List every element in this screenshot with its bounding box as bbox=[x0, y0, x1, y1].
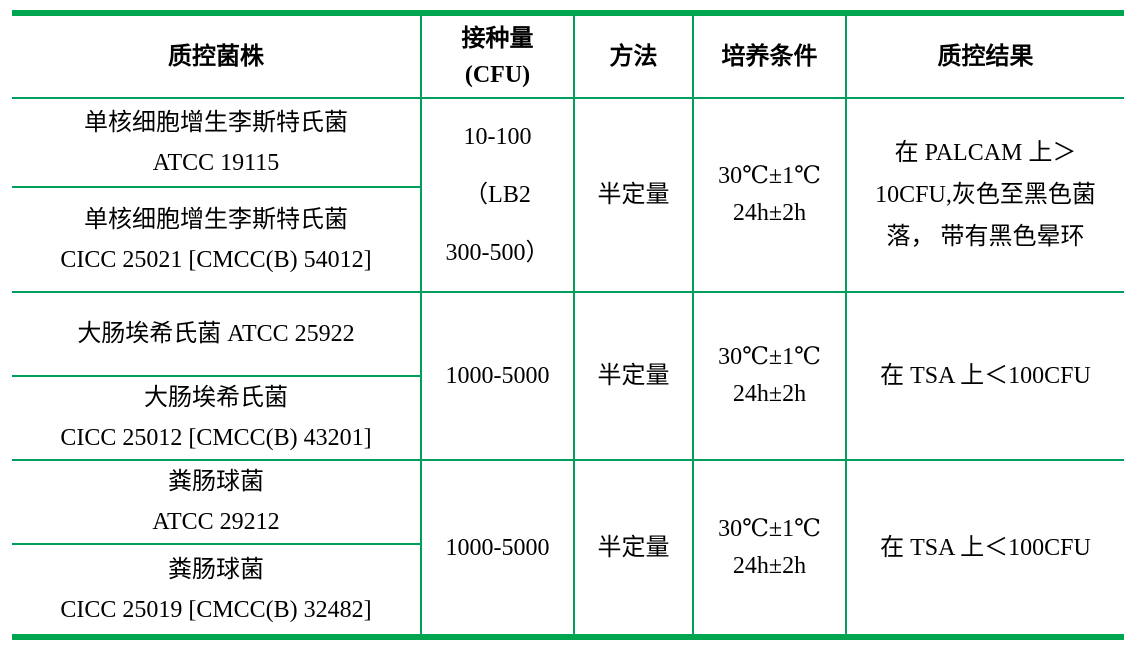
inoculum-line: 1000-5000 bbox=[445, 534, 550, 561]
result-line: 在 TSA 上＜100CFU bbox=[880, 534, 1091, 561]
condition-cell: 30℃±1℃ 24h±2h bbox=[692, 291, 846, 460]
header-inoculum-line2: (CFU) bbox=[464, 61, 531, 88]
strain-name: 大肠埃希氏菌 ATCC 25922 bbox=[77, 321, 355, 347]
inoculum-cell: 10-100 （LB2 300-500） bbox=[420, 97, 574, 292]
inoculum-line: 10-100 bbox=[463, 124, 532, 150]
strain-cell: 粪肠球菌 CICC 25019 [CMCC(B) 32482] bbox=[12, 544, 421, 637]
result-line: 在 PALCAM 上＞ bbox=[894, 140, 1077, 166]
strain-code: CICC 25019 [CMCC(B) 32482] bbox=[60, 596, 372, 623]
strain-name: 单核细胞增生李斯特氏菌 bbox=[84, 109, 348, 136]
strain-code: ATCC 19115 bbox=[152, 149, 280, 176]
condition-cell: 30℃±1℃ 24h±2h bbox=[692, 97, 846, 292]
group2-row-a: 大肠埃希氏菌 ATCC 25922 1000-5000 半定量 30℃±1℃ 2… bbox=[12, 291, 1124, 460]
method-cell: 半定量 bbox=[573, 291, 693, 460]
group3-row-b: 粪肠球菌 CICC 25019 [CMCC(B) 32482] bbox=[12, 544, 1124, 637]
strain-cell: 单核细胞增生李斯特氏菌 CICC 25021 [CMCC(B) 54012] bbox=[12, 187, 421, 292]
strain-cell: 大肠埃希氏菌 ATCC 25922 bbox=[12, 291, 421, 377]
group2-row-b: 大肠埃希氏菌 CICC 25012 [CMCC(B) 43201] bbox=[12, 376, 1124, 460]
strain-name: 粪肠球菌 bbox=[168, 556, 264, 583]
header-result-label: 质控结果 bbox=[937, 43, 1034, 70]
header-row: 质控菌株 接种量 (CFU) 方法 培养条件 质控结果 bbox=[12, 13, 1124, 99]
result-cell: 在 PALCAM 上＞ 10CFU,灰色至黑色菌 落， 带有黑色晕环 bbox=[845, 97, 1124, 292]
result-line: 10CFU,灰色至黑色菌 bbox=[875, 182, 1096, 208]
header-inoculum-line1: 接种量 bbox=[461, 25, 534, 52]
method-cell: 半定量 bbox=[573, 97, 693, 292]
condition-temp: 30℃±1℃ bbox=[718, 344, 821, 370]
strain-code: CICC 25012 [CMCC(B) 43201] bbox=[60, 425, 372, 451]
header-method-label: 方法 bbox=[609, 43, 658, 70]
result-line: 落， 带有黑色晕环 bbox=[886, 224, 1085, 250]
qc-table: 质控菌株 接种量 (CFU) 方法 培养条件 质控结果 bbox=[12, 10, 1124, 640]
strain-cell: 粪肠球菌 ATCC 29212 bbox=[12, 459, 421, 545]
strain-code: ATCC 29212 bbox=[152, 509, 280, 535]
result-cell: 在 TSA 上＜100CFU bbox=[845, 291, 1124, 460]
inoculum-cell: 1000-5000 bbox=[420, 459, 574, 637]
condition-time: 24h±2h bbox=[732, 381, 807, 407]
condition-time: 24h±2h bbox=[732, 552, 807, 579]
method-label: 半定量 bbox=[597, 534, 670, 561]
strain-cell: 大肠埃希氏菌 CICC 25012 [CMCC(B) 43201] bbox=[12, 376, 421, 460]
method-cell: 半定量 bbox=[573, 459, 693, 637]
strain-cell: 单核细胞增生李斯特氏菌 ATCC 19115 bbox=[12, 97, 421, 188]
header-condition-label: 培养条件 bbox=[721, 43, 818, 70]
group1-row-a: 单核细胞增生李斯特氏菌 ATCC 19115 10-100 （LB2 300-5… bbox=[12, 97, 1124, 292]
inoculum-line: （LB2 bbox=[464, 182, 531, 208]
method-label: 半定量 bbox=[597, 363, 670, 389]
strain-name: 单核细胞增生李斯特氏菌 bbox=[84, 206, 348, 233]
strain-code: CICC 25021 [CMCC(B) 54012] bbox=[60, 246, 372, 273]
header-strain-label: 质控菌株 bbox=[168, 43, 264, 70]
condition-temp: 30℃±1℃ bbox=[718, 163, 821, 189]
method-label: 半定量 bbox=[597, 182, 670, 208]
strain-name: 粪肠球菌 bbox=[168, 469, 264, 495]
header-result: 质控结果 bbox=[845, 13, 1124, 99]
strain-name: 大肠埃希氏菌 bbox=[144, 385, 288, 411]
header-condition: 培养条件 bbox=[692, 13, 846, 99]
inoculum-line: 300-500） bbox=[445, 240, 550, 266]
header-strain: 质控菌株 bbox=[12, 13, 421, 99]
header-method: 方法 bbox=[573, 13, 693, 99]
condition-cell: 30℃±1℃ 24h±2h bbox=[692, 459, 846, 637]
result-line: 在 TSA 上＜100CFU bbox=[880, 363, 1091, 389]
result-cell: 在 TSA 上＜100CFU bbox=[845, 459, 1124, 637]
inoculum-line: 1000-5000 bbox=[445, 363, 550, 389]
inoculum-cell: 1000-5000 bbox=[420, 291, 574, 460]
condition-temp: 30℃±1℃ bbox=[718, 515, 821, 542]
group3-row-a: 粪肠球菌 ATCC 29212 1000-5000 半定量 30℃±1℃ 24h… bbox=[12, 459, 1124, 637]
condition-time: 24h±2h bbox=[732, 200, 807, 226]
group1-row-b: 单核细胞增生李斯特氏菌 CICC 25021 [CMCC(B) 54012] bbox=[12, 187, 1124, 292]
header-inoculum: 接种量 (CFU) bbox=[420, 13, 574, 99]
